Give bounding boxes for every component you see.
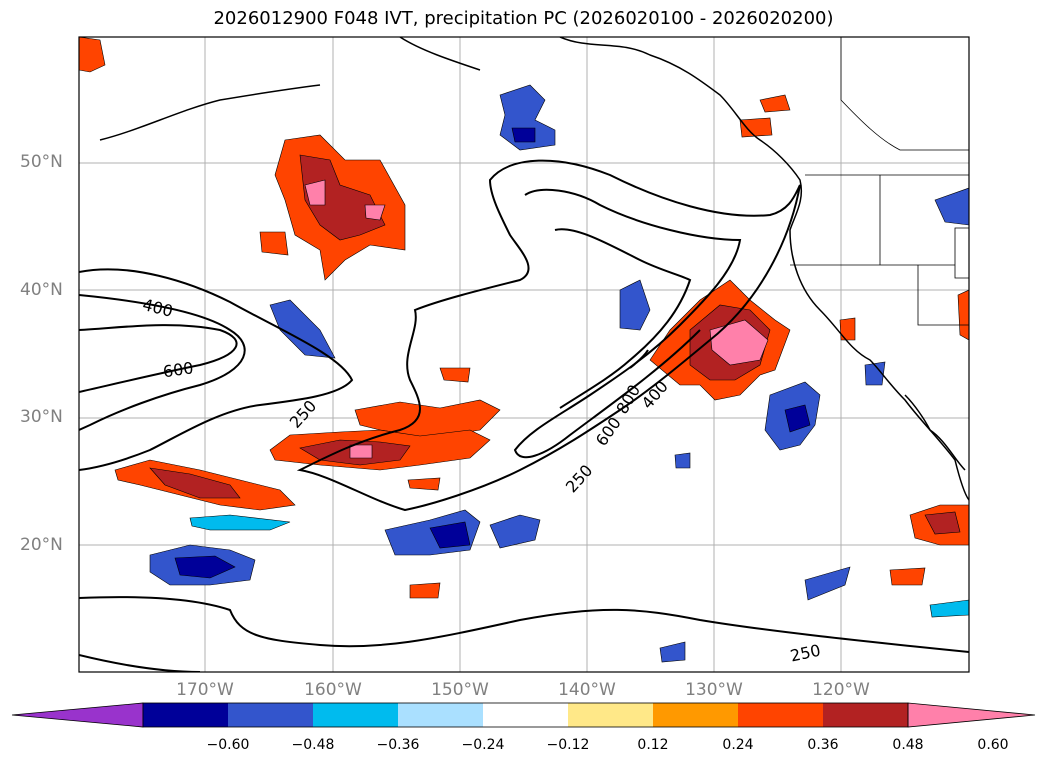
colorbar-segment bbox=[228, 703, 313, 727]
colorbar-tick-label: −0.36 bbox=[376, 737, 420, 753]
precip-pc-fill bbox=[79, 37, 969, 663]
lon-label-150w: 150°W bbox=[431, 680, 489, 700]
colorbar-tick-label: 0.36 bbox=[807, 737, 839, 753]
lon-label-160w: 160°W bbox=[304, 680, 362, 700]
lon-label-170w: 170°W bbox=[176, 680, 234, 700]
colorbar-segment bbox=[143, 703, 228, 727]
lat-label-40n: 40°N bbox=[20, 280, 63, 300]
lat-label-30n: 30°N bbox=[20, 407, 63, 427]
lat-label-20n: 20°N bbox=[20, 535, 63, 555]
colorbar-segment bbox=[568, 703, 653, 727]
colorbar-tick-label: 0.24 bbox=[722, 737, 754, 753]
colorbar-tick-label: 0.60 bbox=[977, 737, 1009, 753]
colorbar-extend-right bbox=[907, 702, 1036, 728]
map-frame bbox=[78, 36, 970, 673]
ivt-contours bbox=[79, 159, 969, 672]
colorbar-segment bbox=[653, 703, 738, 727]
colorbar-segment bbox=[483, 703, 568, 727]
contour-label: 600 bbox=[162, 358, 195, 381]
colorbar-segment bbox=[313, 703, 398, 727]
colorbar-extend-left bbox=[11, 702, 144, 728]
lat-label-50n: 50°N bbox=[20, 152, 63, 172]
colorbar-tick-label: 0.48 bbox=[892, 737, 924, 753]
colorbar bbox=[11, 702, 1036, 728]
colorbar-segment bbox=[398, 703, 483, 727]
map-title: 2026012900 F048 IVT, precipitation PC (2… bbox=[213, 8, 834, 29]
colorbar-segment bbox=[738, 703, 823, 727]
colorbar-tick-label: −0.24 bbox=[461, 737, 505, 753]
colorbar-segment bbox=[823, 703, 908, 727]
colorbar-tick-label: −0.60 bbox=[206, 737, 250, 753]
lon-label-120w: 120°W bbox=[812, 680, 870, 700]
borders bbox=[790, 37, 969, 326]
coastlines bbox=[99, 37, 969, 501]
colorbar-tick-label: 0.12 bbox=[637, 737, 669, 753]
colorbar-tick-label: −0.48 bbox=[291, 737, 335, 753]
lon-label-140w: 140°W bbox=[558, 680, 616, 700]
colorbar-tick-label: −0.12 bbox=[546, 737, 590, 753]
lon-label-130w: 130°W bbox=[685, 680, 743, 700]
colorbar-outline bbox=[142, 702, 909, 728]
